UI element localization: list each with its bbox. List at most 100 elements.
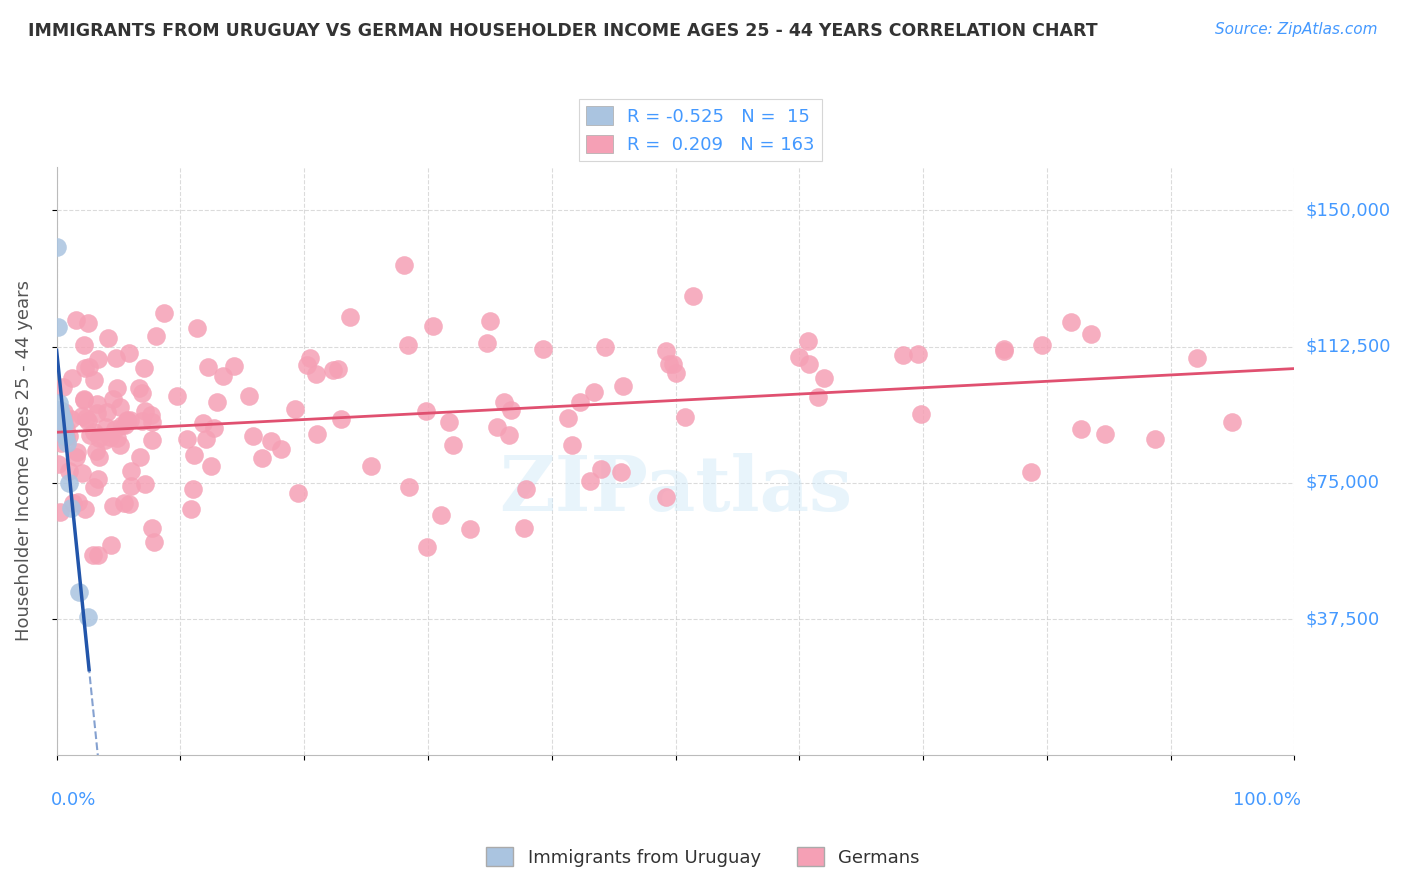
Point xyxy=(52,405,75,419)
Point xyxy=(87,352,110,367)
Point xyxy=(66,495,89,509)
Point xyxy=(183,482,205,496)
Point xyxy=(48,403,70,417)
Point xyxy=(360,458,382,473)
Point xyxy=(270,442,292,456)
Point xyxy=(513,521,536,535)
Point xyxy=(284,402,307,417)
Point xyxy=(242,429,264,443)
Point xyxy=(108,401,131,415)
Legend: Immigrants from Uruguay, Germans: Immigrants from Uruguay, Germans xyxy=(479,840,927,874)
Point xyxy=(94,420,117,434)
Point xyxy=(993,343,1015,358)
Point xyxy=(298,351,321,366)
Point xyxy=(65,450,87,464)
Point xyxy=(131,385,153,400)
Point xyxy=(561,438,583,452)
Point xyxy=(53,417,76,432)
Point xyxy=(105,431,128,445)
Point xyxy=(441,438,464,452)
Point xyxy=(183,448,205,462)
Point xyxy=(49,403,72,417)
Point xyxy=(799,357,821,371)
Point xyxy=(46,457,69,471)
Point xyxy=(105,381,128,395)
Point xyxy=(60,501,83,516)
Point xyxy=(589,461,612,475)
Point xyxy=(202,421,225,435)
Point xyxy=(66,445,89,459)
Point xyxy=(67,584,90,599)
Point xyxy=(422,318,444,333)
Point xyxy=(1094,427,1116,442)
Point xyxy=(129,450,152,464)
Point xyxy=(655,343,678,358)
Point xyxy=(139,408,162,422)
Point xyxy=(87,450,110,464)
Point xyxy=(329,412,352,426)
Point xyxy=(46,239,69,253)
Point xyxy=(813,371,835,385)
Point xyxy=(55,422,77,436)
Point xyxy=(492,395,515,409)
Point xyxy=(145,329,167,343)
Point xyxy=(82,549,104,563)
Point xyxy=(166,389,188,403)
Point xyxy=(83,480,105,494)
Point xyxy=(398,480,420,494)
Point xyxy=(58,464,80,478)
Text: 100.0%: 100.0% xyxy=(1233,790,1301,809)
Point xyxy=(437,415,460,429)
Point xyxy=(98,430,121,444)
Point xyxy=(100,538,122,552)
Point xyxy=(76,316,98,330)
Point xyxy=(105,351,128,365)
Point xyxy=(141,415,163,429)
Point xyxy=(59,411,82,425)
Point xyxy=(485,419,508,434)
Point xyxy=(673,409,696,424)
Point xyxy=(207,395,229,409)
Point xyxy=(134,476,156,491)
Point xyxy=(1060,315,1083,329)
Text: $150,000: $150,000 xyxy=(1306,202,1391,219)
Point xyxy=(62,496,84,510)
Point xyxy=(132,361,155,376)
Text: $112,500: $112,500 xyxy=(1306,337,1391,356)
Point xyxy=(53,412,76,426)
Point xyxy=(238,389,260,403)
Point xyxy=(72,392,94,407)
Point xyxy=(191,416,214,430)
Point xyxy=(224,359,246,374)
Point xyxy=(907,347,929,361)
Point xyxy=(101,499,124,513)
Point xyxy=(115,414,138,428)
Point xyxy=(134,404,156,418)
Point xyxy=(86,397,108,411)
Point xyxy=(76,610,98,624)
Point xyxy=(53,428,76,442)
Point xyxy=(593,340,616,354)
Text: Source: ZipAtlas.com: Source: ZipAtlas.com xyxy=(1215,22,1378,37)
Point xyxy=(415,540,437,554)
Point xyxy=(475,336,498,351)
Point xyxy=(76,414,98,428)
Point xyxy=(569,394,592,409)
Point xyxy=(322,362,344,376)
Point xyxy=(58,428,80,442)
Point xyxy=(75,502,97,516)
Point xyxy=(86,444,108,458)
Point xyxy=(180,501,202,516)
Point xyxy=(131,415,153,429)
Point xyxy=(807,390,830,404)
Point xyxy=(141,521,163,535)
Point xyxy=(55,430,77,444)
Point xyxy=(396,337,419,351)
Point xyxy=(195,432,218,446)
Point xyxy=(682,289,704,303)
Point xyxy=(579,474,602,488)
Point xyxy=(128,381,150,395)
Point xyxy=(796,334,818,349)
Point xyxy=(142,535,165,549)
Point xyxy=(1144,432,1167,446)
